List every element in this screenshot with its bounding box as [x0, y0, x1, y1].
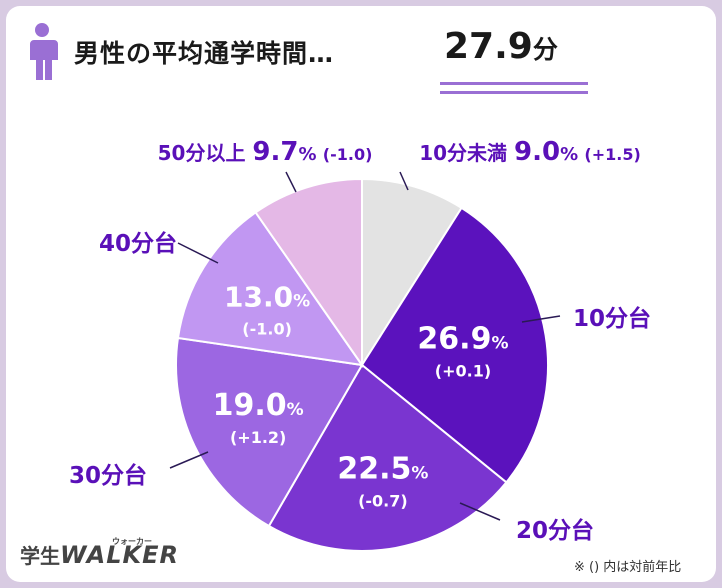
site-logo: 学生WALKER ウォーカー	[20, 537, 179, 569]
average-unit: 分	[532, 35, 558, 64]
double-underline	[440, 82, 588, 94]
slice-outer-label: 50分以上 9.7% (-1.0)	[158, 137, 373, 167]
pie-slice	[267, 363, 508, 552]
slice-category-label: 40分台	[99, 230, 177, 257]
average-number: 27.9	[444, 26, 533, 67]
slice-category-label: 10分台	[573, 305, 651, 332]
logo-prefix: 学生	[20, 544, 60, 568]
slice-category-label: 10分未満	[419, 141, 514, 165]
slice-outer-label: 10分未満 9.0% (+1.5)	[419, 137, 641, 167]
slice-change-label: (-0.7)	[358, 491, 408, 510]
leader-line	[285, 171, 297, 193]
slice-change-label: (+1.2)	[230, 428, 286, 447]
chart-title: 男性の平均通学時間…	[74, 39, 335, 68]
leader-line	[521, 315, 561, 323]
slice-category-label: 20分台	[516, 517, 594, 544]
slice-change-label: (-1.0)	[323, 145, 373, 164]
pie-slice	[361, 177, 463, 369]
slice-category-label: 30分台	[69, 462, 147, 489]
pie-slice	[360, 206, 549, 484]
leader-line	[459, 502, 501, 521]
leader-line	[399, 171, 409, 191]
logo-main: WALKER	[60, 541, 179, 569]
leader-line	[169, 451, 209, 469]
leader-line	[177, 242, 219, 264]
pie-slice	[254, 177, 363, 369]
slice-percent-label: 9.7	[252, 137, 298, 167]
slice-change-label: (-1.0)	[242, 319, 292, 338]
pie-slice	[175, 336, 364, 528]
male-person-icon	[30, 23, 58, 80]
average-value: 27.9分	[440, 20, 590, 94]
slice-category-label: 50分以上	[158, 141, 253, 165]
slice-change-label: (+1.5)	[584, 145, 640, 164]
footnote: ※ () 内は対前年比	[574, 560, 682, 575]
logo-ruby: ウォーカー	[112, 537, 152, 546]
slice-change-label: (+0.1)	[435, 362, 491, 381]
slice-percent-label: 9.0	[514, 137, 560, 167]
pie-slice	[176, 211, 365, 367]
